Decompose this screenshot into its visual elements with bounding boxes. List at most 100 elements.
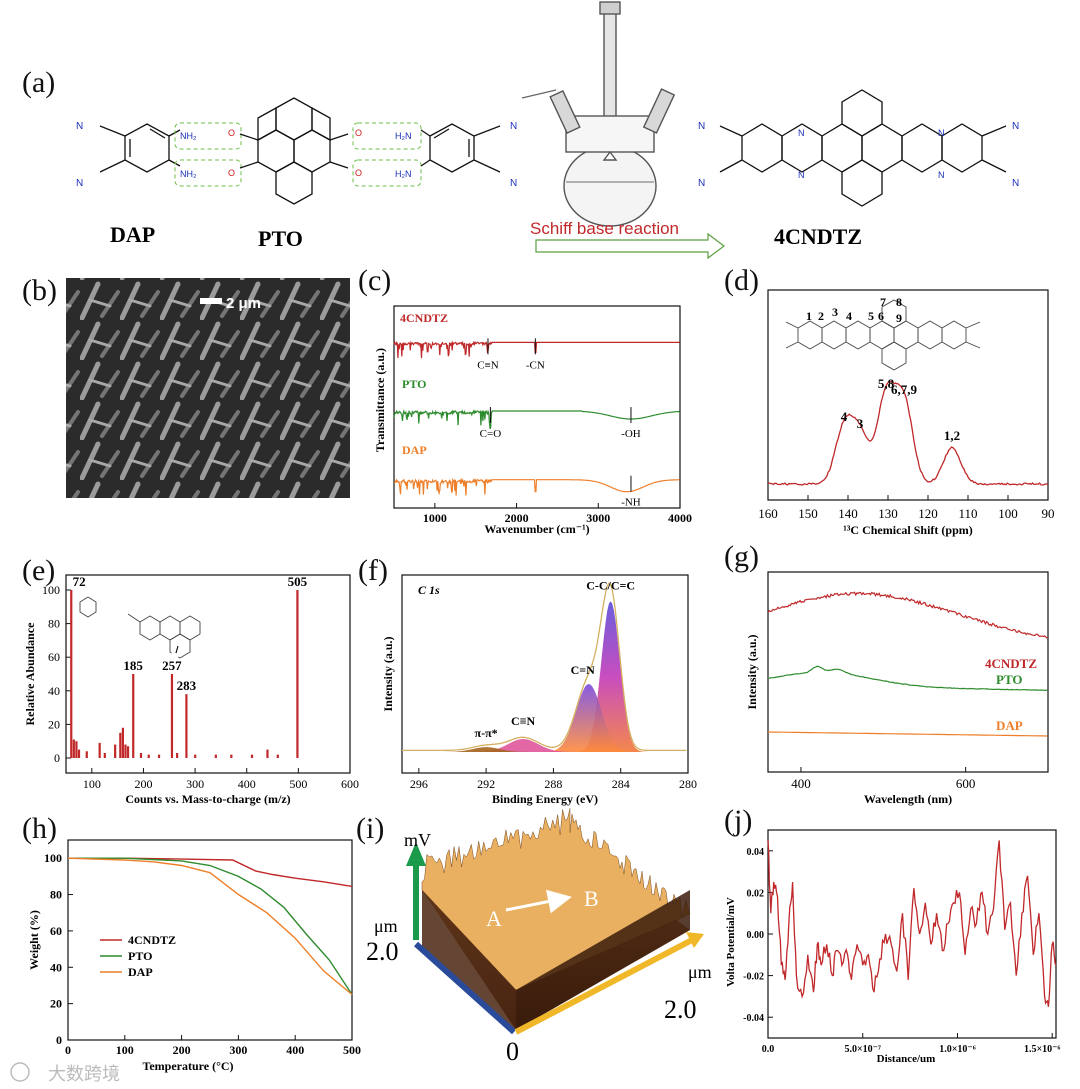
legend-label-h: 4CNDTZ: [128, 933, 176, 947]
panel-label-e: (e): [22, 554, 55, 587]
n-atom-label: N: [938, 128, 945, 138]
structure-number-d: 5: [868, 309, 874, 323]
plot-frame-f: [401, 574, 689, 774]
ms-peak: [72, 739, 75, 758]
xps-component: [402, 747, 688, 752]
xps-component: [402, 601, 688, 752]
tick-label-h: 20: [50, 997, 62, 1011]
4cndtz-label: 4CNDTZ: [774, 224, 862, 249]
ticks-j: 0.0 5.0×10⁻⁷ 1.0×10⁻⁶ 1.5×10⁻⁶ 0.04 0.02 0.00 -…: [743, 847, 1060, 1055]
tick-label-d: 120: [918, 506, 938, 521]
xps-component-label: C=N: [571, 663, 596, 677]
legend-label-h: PTO: [128, 949, 152, 963]
o-atom-label: O: [228, 168, 235, 178]
ms-peak: [230, 754, 233, 758]
plot-frame-g: [767, 571, 1049, 773]
series-c: [393, 340, 680, 496]
xps-component-label: C≡N: [511, 714, 536, 728]
panel-f: (f) C 1s C-C/C=CC=NC≡Nπ-π* 296 292 288 284 2…: [358, 554, 697, 806]
ms-peak: [176, 752, 179, 758]
tick-label-j: 0.02: [747, 888, 765, 899]
dap-right-structure: [420, 123, 501, 173]
ms-peak: [214, 754, 217, 758]
tick-label-h: 100: [116, 1043, 134, 1057]
tick-label-d: 90: [1042, 506, 1055, 521]
tick-label-e: 600: [341, 777, 359, 791]
tick-label-d: 130: [878, 506, 898, 521]
bars-e: [70, 590, 299, 758]
ms-peak: [139, 752, 143, 758]
dap-label: DAP: [110, 222, 155, 247]
tick-label-j: -0.02: [743, 972, 764, 983]
pl-line-pto: [767, 665, 1048, 692]
ylabel-e: Relative Abundance: [23, 622, 37, 726]
panel-label-f: (f): [358, 554, 388, 587]
pto-label: PTO: [258, 226, 303, 251]
n-atom-label: N: [698, 121, 705, 132]
structure-number-d: 3: [832, 305, 838, 319]
ftir-line-pto: [393, 408, 680, 430]
inset-label-f: C 1s: [418, 583, 440, 597]
y-axis-value: 2.0: [366, 937, 399, 966]
ms-peak: [296, 590, 299, 758]
structure-number-d: 7: [880, 295, 886, 309]
h2n-label: H₂N: [395, 169, 412, 179]
peak-labels-e: 72 185 257 283 505: [73, 574, 308, 693]
panel-a: (a) N N NH₂ NH₂ O O O O H₂N: [22, 1, 1019, 260]
ms-arrow: [171, 645, 181, 663]
panel-label-j: (j): [724, 804, 752, 837]
annotation-c: C=O: [480, 428, 502, 440]
xps-component: [402, 684, 688, 752]
peak-label-d: 5,8: [878, 376, 895, 391]
watermark-logo-icon: [10, 1062, 30, 1082]
o-atom-label: O: [355, 128, 362, 138]
nh2-label: NH₂: [180, 169, 197, 179]
structure-number-d: 9: [896, 311, 902, 325]
annotation-c: C≡N: [477, 359, 499, 371]
n-atom-label: N: [698, 178, 705, 189]
tick-label-e: 100: [83, 777, 101, 791]
panel-label-d: (d): [724, 264, 759, 297]
ftir-line-4cndtz: [393, 340, 680, 359]
ylabel-c: Transmittance (a.u.): [373, 348, 387, 452]
annotation-c: -NH: [621, 497, 641, 509]
peak-label-d: 6,7,9: [891, 382, 918, 397]
x-axis: [514, 937, 694, 1035]
ms-peak: [121, 727, 124, 758]
xps-component: [402, 739, 688, 752]
pl-line-dap: [768, 731, 1048, 737]
component-labels-f: C-C/C=C C=N C≡N π-π*: [475, 578, 635, 740]
legend-label-h: DAP: [128, 965, 153, 979]
tick-label-d: 150: [798, 506, 818, 521]
legend-dap-g: DAP: [996, 718, 1023, 733]
ms-structure-inset: [79, 596, 201, 659]
n-atom-label: N: [798, 170, 805, 180]
plot-frame-h: [67, 839, 353, 1041]
tick-label-j: 1.0×10⁻⁶: [939, 1044, 975, 1055]
tick-label-e: 100: [42, 583, 60, 597]
x-axis-label: μm: [688, 962, 712, 982]
panel-label-h: (h): [22, 812, 57, 845]
ms-peak: [276, 754, 279, 758]
reaction-arrow: [535, 232, 725, 260]
tick-label-f: 292: [477, 777, 495, 791]
panel-b: (b) 2 μm: [22, 274, 350, 498]
reactive-group-box: [352, 159, 422, 187]
tick-label-h: 500: [343, 1043, 361, 1057]
n-atom-label: N: [76, 178, 83, 189]
tick-label-j: 0.04: [747, 847, 765, 858]
ms-peak: [194, 754, 197, 758]
tick-label-g: 400: [791, 776, 811, 791]
panel-label-i: (i): [356, 812, 384, 845]
annotation-c: -CN: [526, 359, 545, 371]
legend-pto-c: PTO: [402, 377, 426, 391]
tga-line-dap: [67, 857, 353, 996]
plot-frame-c: [393, 305, 681, 509]
ylabel-j: Volta Potential/mV: [725, 897, 737, 987]
n-atom-label: N: [76, 121, 83, 132]
xps-component-label: C-C/C=C: [586, 578, 635, 592]
tick-label-j: 1.5×10⁻⁶: [1024, 1044, 1060, 1055]
legend-4cndtz-g: 4CNDTZ: [985, 656, 1037, 671]
peak-label-d: 4: [841, 409, 848, 424]
